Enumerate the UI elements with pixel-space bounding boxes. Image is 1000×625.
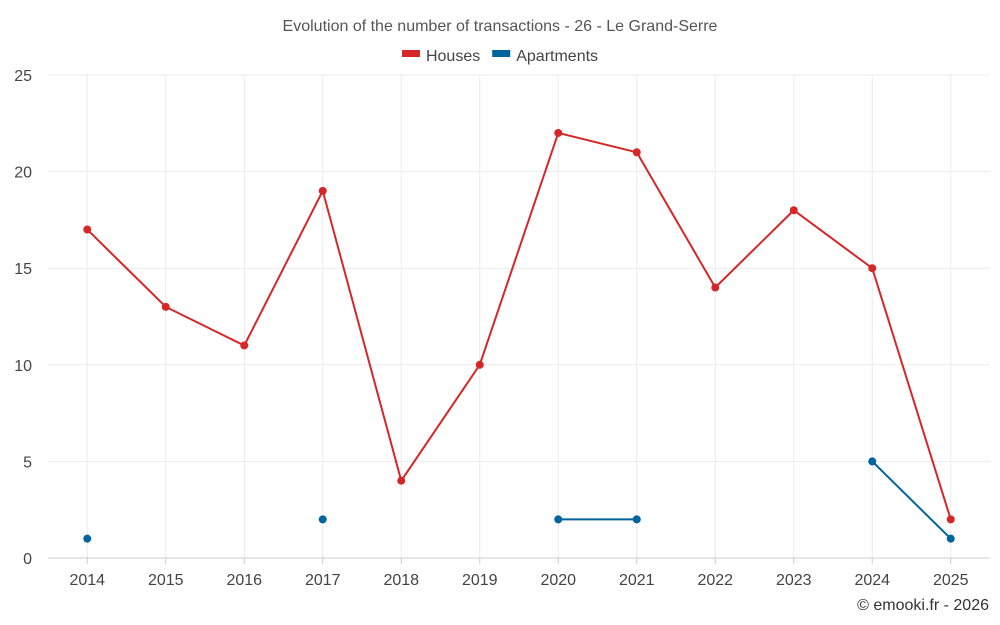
series-line-houses bbox=[86, 131, 952, 520]
legend: Houses Apartments bbox=[401, 48, 598, 65]
data-point-apartments[interactable] bbox=[318, 515, 327, 524]
copyright-credit: © emooki.fr - 2026 bbox=[857, 597, 989, 614]
x-tick-label: 2018 bbox=[383, 572, 419, 589]
y-tick-label: 0 bbox=[23, 551, 32, 568]
x-tick-label: 2023 bbox=[776, 572, 812, 589]
legend-label: Apartments bbox=[516, 48, 598, 65]
x-tick-label: 2020 bbox=[540, 572, 576, 589]
data-point-houses[interactable] bbox=[868, 264, 877, 273]
series-houses bbox=[83, 128, 955, 524]
data-point-houses[interactable] bbox=[789, 206, 798, 215]
x-tick-label: 2015 bbox=[148, 572, 184, 589]
x-tick-label: 2016 bbox=[226, 572, 262, 589]
data-point-apartments[interactable] bbox=[632, 515, 641, 524]
data-point-houses[interactable] bbox=[83, 225, 92, 234]
y-tick-label: 20 bbox=[14, 165, 32, 182]
x-tick-label: 2021 bbox=[619, 572, 655, 589]
data-point-apartments[interactable] bbox=[554, 515, 563, 524]
y-tick-label: 5 bbox=[23, 454, 32, 471]
x-tick-label: 2019 bbox=[462, 572, 498, 589]
series-layer bbox=[83, 128, 955, 543]
data-point-houses[interactable] bbox=[475, 360, 484, 369]
y-tick-label: 25 bbox=[14, 68, 32, 85]
y-tick-label: 10 bbox=[14, 358, 32, 375]
series-apartments bbox=[83, 457, 955, 543]
legend-item-apartments[interactable]: Apartments bbox=[492, 48, 598, 65]
data-point-apartments[interactable] bbox=[83, 534, 92, 543]
y-tick-label: 15 bbox=[14, 261, 32, 278]
data-point-houses[interactable] bbox=[161, 302, 170, 311]
data-point-houses[interactable] bbox=[632, 148, 641, 157]
data-point-houses[interactable] bbox=[318, 186, 327, 195]
x-tick-label: 2024 bbox=[854, 572, 890, 589]
data-point-houses[interactable] bbox=[711, 283, 720, 292]
data-point-apartments[interactable] bbox=[946, 534, 955, 543]
chart-title: Evolution of the number of transactions … bbox=[283, 18, 718, 35]
data-point-apartments[interactable] bbox=[868, 457, 877, 466]
data-point-houses[interactable] bbox=[240, 341, 249, 350]
legend-swatch bbox=[401, 50, 420, 57]
x-tick-label: 2025 bbox=[933, 572, 969, 589]
legend-label: Houses bbox=[426, 48, 480, 65]
data-point-houses[interactable] bbox=[946, 515, 955, 524]
data-point-houses[interactable] bbox=[397, 476, 406, 485]
x-tick-label: 2022 bbox=[697, 572, 733, 589]
x-tick-label: 2017 bbox=[305, 572, 341, 589]
grid bbox=[48, 74, 990, 558]
data-point-houses[interactable] bbox=[554, 128, 563, 137]
x-tick-label: 2014 bbox=[69, 572, 105, 589]
legend-item-houses[interactable]: Houses bbox=[401, 48, 480, 65]
series-line-apartments bbox=[871, 460, 952, 540]
legend-swatch bbox=[492, 50, 511, 57]
